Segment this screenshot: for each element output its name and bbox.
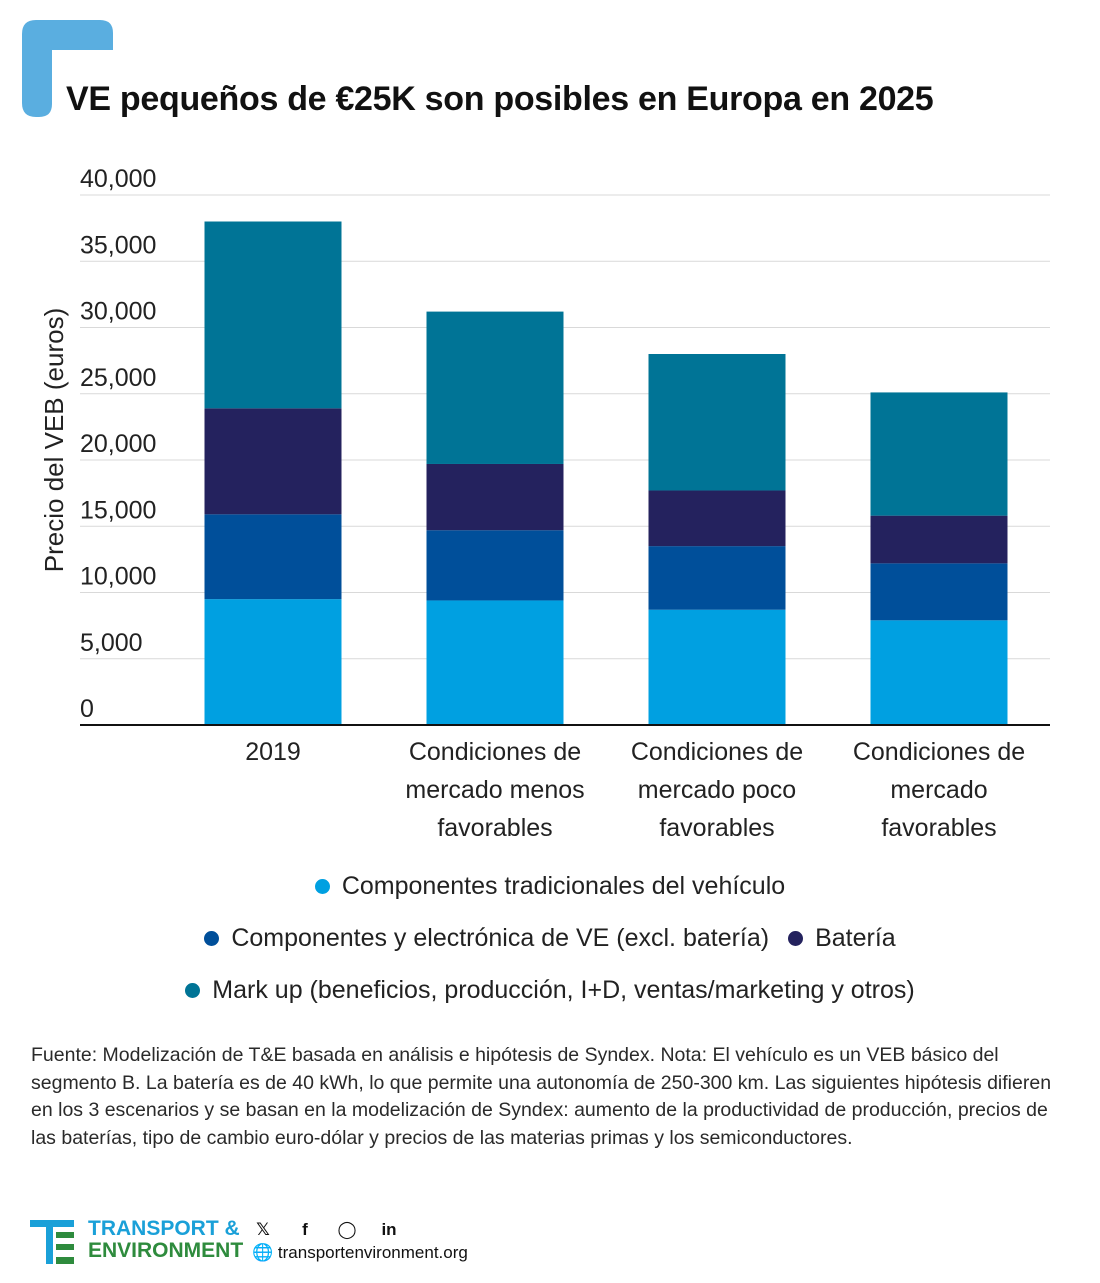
y-tick-label: 10,000: [80, 563, 156, 591]
bar-segment-ev-components: [426, 530, 564, 601]
bar-segment-battery: [648, 490, 786, 547]
y-tick-label: 30,000: [80, 298, 156, 326]
source-footnote: Fuente: Modelización de T&E basada en an…: [31, 1044, 1052, 1149]
legend-row-1: Componentes tradicionales del vehículo: [0, 872, 1100, 901]
website-text: transportenvironment.org: [277, 1243, 468, 1262]
social-links: 𝕏 f ◯ in: [252, 1220, 400, 1240]
x-tick-label: 2019: [245, 738, 301, 766]
legend-row-3: Mark up (beneficios, producción, I+D, ve…: [0, 976, 1100, 1005]
bar-segment-traditional: [204, 599, 342, 725]
bar-segment-ev-components: [870, 563, 1008, 621]
y-tick-label: 35,000: [80, 231, 156, 259]
website-link[interactable]: 🌐 transportenvironment.org: [252, 1243, 468, 1263]
bar-segment-markup: [870, 392, 1008, 516]
legend-label: Mark up (beneficios, producción, I+D, ve…: [212, 976, 915, 1004]
bar-segment-markup: [204, 221, 342, 409]
bar-segment-ev-components: [204, 514, 342, 600]
legend-swatch: [204, 931, 220, 946]
te-logo-icon: [30, 1220, 74, 1264]
x-tick-label: favorables: [659, 814, 774, 842]
legend-item-markup: Mark up (beneficios, producción, I+D, ve…: [185, 976, 915, 1005]
bar-segment-battery: [204, 408, 342, 515]
legend-item-battery: Batería: [788, 924, 896, 953]
brand-name: TRANSPORT & ENVIRONMENT: [88, 1218, 243, 1262]
bar-segment-ev-components: [648, 546, 786, 610]
bar-segment-traditional: [426, 600, 564, 725]
legend-row-2: Componentes y electrónica de VE (excl. b…: [0, 924, 1100, 953]
bar-segment-traditional: [648, 609, 786, 725]
legend-item-traditional: Componentes tradicionales del vehículo: [314, 872, 786, 901]
legend-swatch: [185, 983, 201, 998]
bar-segment-battery: [426, 463, 564, 531]
legend-label: Batería: [815, 924, 896, 952]
legend-label: Componentes y electrónica de VE (excl. b…: [231, 924, 770, 952]
corner-bracket-decoration: [22, 20, 113, 117]
y-tick-label: 20,000: [80, 430, 156, 458]
y-tick-label: 5,000: [80, 629, 143, 657]
bar-segment-battery: [870, 515, 1008, 564]
legend-swatch: [314, 879, 330, 894]
x-tick-label: Condiciones de: [631, 738, 803, 766]
legend-swatch: [788, 931, 804, 946]
brand-line-2: ENVIRONMENT: [88, 1239, 244, 1262]
x-tick-label: mercado poco: [638, 776, 796, 804]
y-tick-label: 15,000: [80, 496, 156, 524]
y-axis-label: Precio del VEB (euros): [39, 308, 69, 572]
facebook-icon[interactable]: f: [302, 1220, 308, 1239]
bar-segment-traditional: [870, 620, 1008, 725]
globe-icon: 🌐: [252, 1243, 274, 1262]
twitter-icon[interactable]: 𝕏: [256, 1220, 270, 1239]
x-tick-label: favorables: [881, 814, 996, 842]
chart-title: VE pequeños de €25K son posibles en Euro…: [66, 80, 934, 118]
x-tick-label: mercado menos: [405, 776, 584, 804]
y-tick-label: 40,000: [80, 165, 156, 193]
legend-item-ev-components: Componentes y electrónica de VE (excl. b…: [204, 924, 769, 953]
y-tick-label: 0: [80, 695, 94, 723]
bar-segment-markup: [426, 311, 564, 464]
brand-line-1: TRANSPORT &: [88, 1217, 240, 1240]
linkedin-icon[interactable]: in: [381, 1220, 397, 1239]
legend-label: Componentes tradicionales del vehículo: [341, 872, 786, 900]
x-tick-label: favorables: [437, 814, 552, 842]
bar-segment-markup: [648, 354, 786, 491]
y-tick-label: 25,000: [80, 364, 156, 392]
x-tick-label: mercado: [890, 776, 987, 804]
x-tick-label: Condiciones de: [853, 738, 1025, 766]
stacked-bar-chart: 0 5,000 10,000 15,000 20,000 25,000 30,000 35,0…: [39, 165, 1050, 842]
x-tick-label: Condiciones de: [409, 738, 581, 766]
instagram-icon[interactable]: ◯: [337, 1220, 357, 1239]
